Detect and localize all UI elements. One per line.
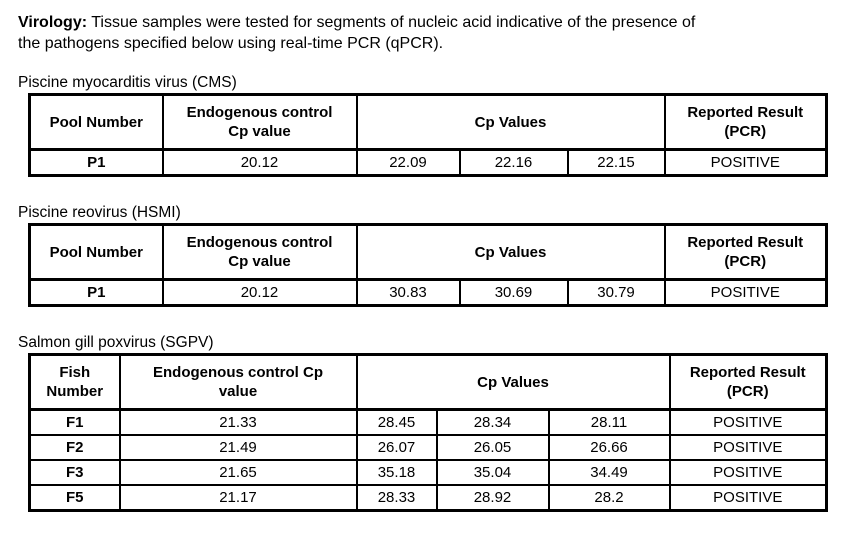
header-pool-number: Pool Number [28, 93, 164, 151]
cell-cp-1: 26.07 [355, 434, 438, 461]
header-cp-values: Cp Values [355, 353, 671, 411]
cell-endogenous: 21.49 [118, 434, 358, 461]
table-row: P1 20.12 22.09 22.16 22.15 POSITIVE [28, 148, 828, 177]
intro-paragraph: Virology: Tissue samples were tested for… [18, 12, 836, 54]
cell-cp-1: 30.83 [355, 278, 461, 307]
section-sgpv: Salmon gill poxvirus (SGPV) Fish Number … [18, 334, 836, 512]
cell-result: POSITIVE [668, 434, 828, 461]
cell-endogenous: 21.33 [118, 408, 358, 436]
header-row: Pool Number Endogenous control Cp value … [28, 93, 828, 151]
cell-cp-3: 22.15 [566, 148, 666, 177]
cell-fish-id: F2 [28, 434, 121, 461]
cell-endogenous: 20.12 [161, 148, 358, 177]
intro-line-2: the pathogens specified below using real… [18, 35, 444, 52]
cell-cp-2: 28.92 [435, 484, 550, 512]
cell-fish-id: F5 [28, 484, 121, 512]
cell-endogenous: 21.17 [118, 484, 358, 512]
hsmi-results-table: Pool Number Endogenous control Cp value … [28, 223, 829, 307]
section-title: Piscine myocarditis virus (CMS) [18, 74, 237, 91]
cell-pool-id: P1 [28, 148, 164, 177]
section-title: Salmon gill poxvirus (SGPV) [18, 334, 214, 351]
cell-result: POSITIVE [663, 148, 828, 177]
header-cp-values: Cp Values [355, 93, 666, 151]
cell-cp-2: 28.34 [435, 408, 550, 436]
header-reported-result: Reported Result (PCR) [668, 353, 828, 411]
table-row: F1 21.33 28.45 28.34 28.11 POSITIVE [28, 408, 828, 436]
cell-cp-3: 28.11 [547, 408, 671, 436]
cell-endogenous: 21.65 [118, 459, 358, 486]
cell-cp-1: 28.45 [355, 408, 438, 436]
cell-fish-id: F3 [28, 459, 121, 486]
section-hsmi: Piscine reovirus (HSMI) Pool Number Endo… [18, 204, 836, 307]
cell-result: POSITIVE [668, 408, 828, 436]
section-cms: Piscine myocarditis virus (CMS) Pool Num… [18, 74, 836, 177]
table-row: F2 21.49 26.07 26.05 26.66 POSITIVE [28, 434, 828, 461]
section-title: Piscine reovirus (HSMI) [18, 204, 181, 221]
cell-cp-2: 22.16 [458, 148, 569, 177]
cell-cp-2: 35.04 [435, 459, 550, 486]
cell-cp-3: 26.66 [547, 434, 671, 461]
cell-cp-2: 30.69 [458, 278, 569, 307]
cell-cp-1: 28.33 [355, 484, 438, 512]
cell-endogenous: 20.12 [161, 278, 358, 307]
cell-result: POSITIVE [668, 459, 828, 486]
cell-pool-id: P1 [28, 278, 164, 307]
cell-cp-3: 28.2 [547, 484, 671, 512]
header-cp-values: Cp Values [355, 223, 666, 281]
cell-result: POSITIVE [668, 484, 828, 512]
header-reported-result: Reported Result (PCR) [663, 223, 828, 281]
sgpv-results-table: Fish Number Endogenous control Cp value … [28, 353, 829, 512]
cell-cp-3: 30.79 [566, 278, 666, 307]
cell-cp-3: 34.49 [547, 459, 671, 486]
table-row: F3 21.65 35.18 35.04 34.49 POSITIVE [28, 459, 828, 486]
cell-cp-1: 35.18 [355, 459, 438, 486]
cell-fish-id: F1 [28, 408, 121, 436]
header-pool-number: Pool Number [28, 223, 164, 281]
virology-label: Virology: [18, 14, 88, 31]
header-reported-result: Reported Result (PCR) [663, 93, 828, 151]
intro-line-1: Tissue samples were tested for segments … [91, 14, 696, 31]
cell-cp-1: 22.09 [355, 148, 461, 177]
cms-results-table: Pool Number Endogenous control Cp value … [28, 93, 829, 177]
header-endogenous-control: Endogenous control Cp value [118, 353, 358, 411]
header-row: Pool Number Endogenous control Cp value … [28, 223, 828, 281]
cell-cp-2: 26.05 [435, 434, 550, 461]
header-row: Fish Number Endogenous control Cp value … [28, 353, 828, 411]
table-row: P1 20.12 30.83 30.69 30.79 POSITIVE [28, 278, 828, 307]
header-endogenous-control: Endogenous control Cp value [161, 223, 358, 281]
cell-result: POSITIVE [663, 278, 828, 307]
header-endogenous-control: Endogenous control Cp value [161, 93, 358, 151]
header-fish-number: Fish Number [28, 353, 121, 411]
table-row: F5 21.17 28.33 28.92 28.2 POSITIVE [28, 484, 828, 512]
